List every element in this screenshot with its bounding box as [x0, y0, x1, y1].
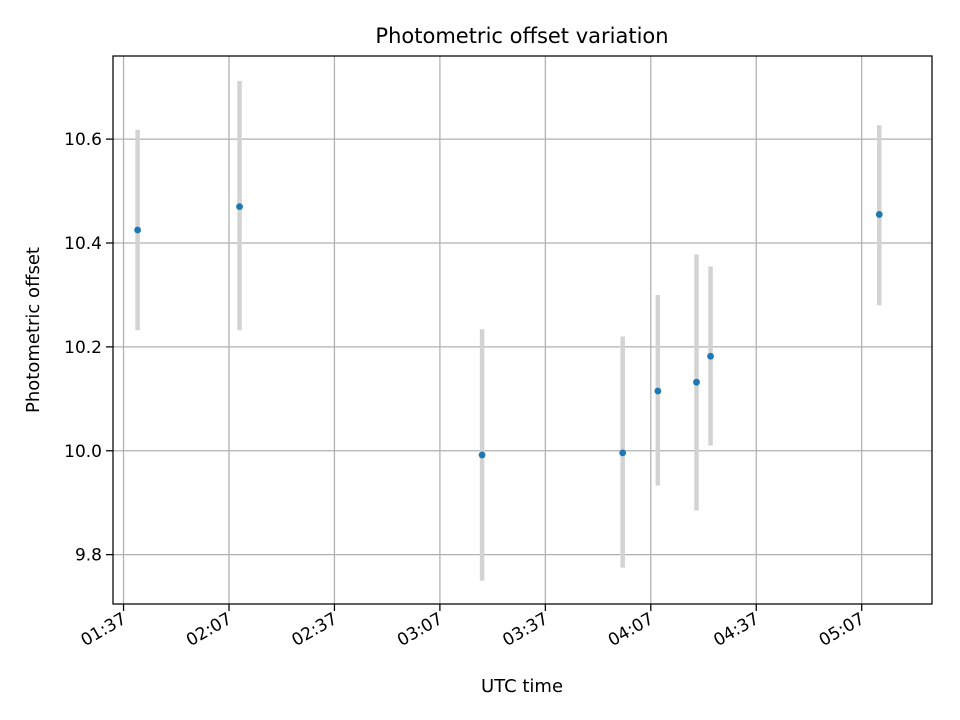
y-axis: 9.8 10.0 10.2 10.4 10.6: [64, 130, 113, 566]
x-tick-label: 02:37: [289, 609, 341, 651]
error-bars: [135, 80, 882, 581]
x-tick-label: 05:07: [816, 609, 868, 651]
y-tick-label: 10.4: [64, 234, 102, 254]
data-points: [134, 203, 883, 459]
data-point: [134, 226, 142, 234]
grid: [113, 56, 932, 604]
data-point: [693, 378, 700, 386]
chart-title: Photometric offset variation: [375, 24, 668, 48]
data-point: [875, 211, 883, 218]
data-point: [619, 449, 627, 457]
y-axis-label: Photometric offset: [23, 247, 44, 413]
y-tick-label: 10.6: [64, 130, 102, 150]
x-tick-label: 02:07: [183, 609, 235, 651]
x-tick-label: 03:07: [394, 609, 446, 651]
x-tick-label: 03:37: [499, 609, 551, 651]
plot-frame: [112, 55, 933, 605]
x-tick-label: 04:37: [710, 609, 762, 651]
x-tick-label: 01:37: [78, 609, 130, 651]
data-point: [236, 203, 243, 211]
x-axis-label: UTC time: [481, 676, 563, 697]
data-point: [478, 451, 486, 459]
data-point: [654, 387, 662, 395]
data-point: [707, 352, 714, 360]
x-axis: 01:37 02:07 02:37 03:07 03:37 04:07 04:37 05:07: [78, 604, 868, 651]
x-tick-label: 04:07: [605, 609, 657, 651]
y-tick-label: 9.8: [75, 546, 102, 566]
y-tick-label: 10.2: [64, 338, 102, 358]
y-tick-label: 10.0: [64, 442, 102, 462]
